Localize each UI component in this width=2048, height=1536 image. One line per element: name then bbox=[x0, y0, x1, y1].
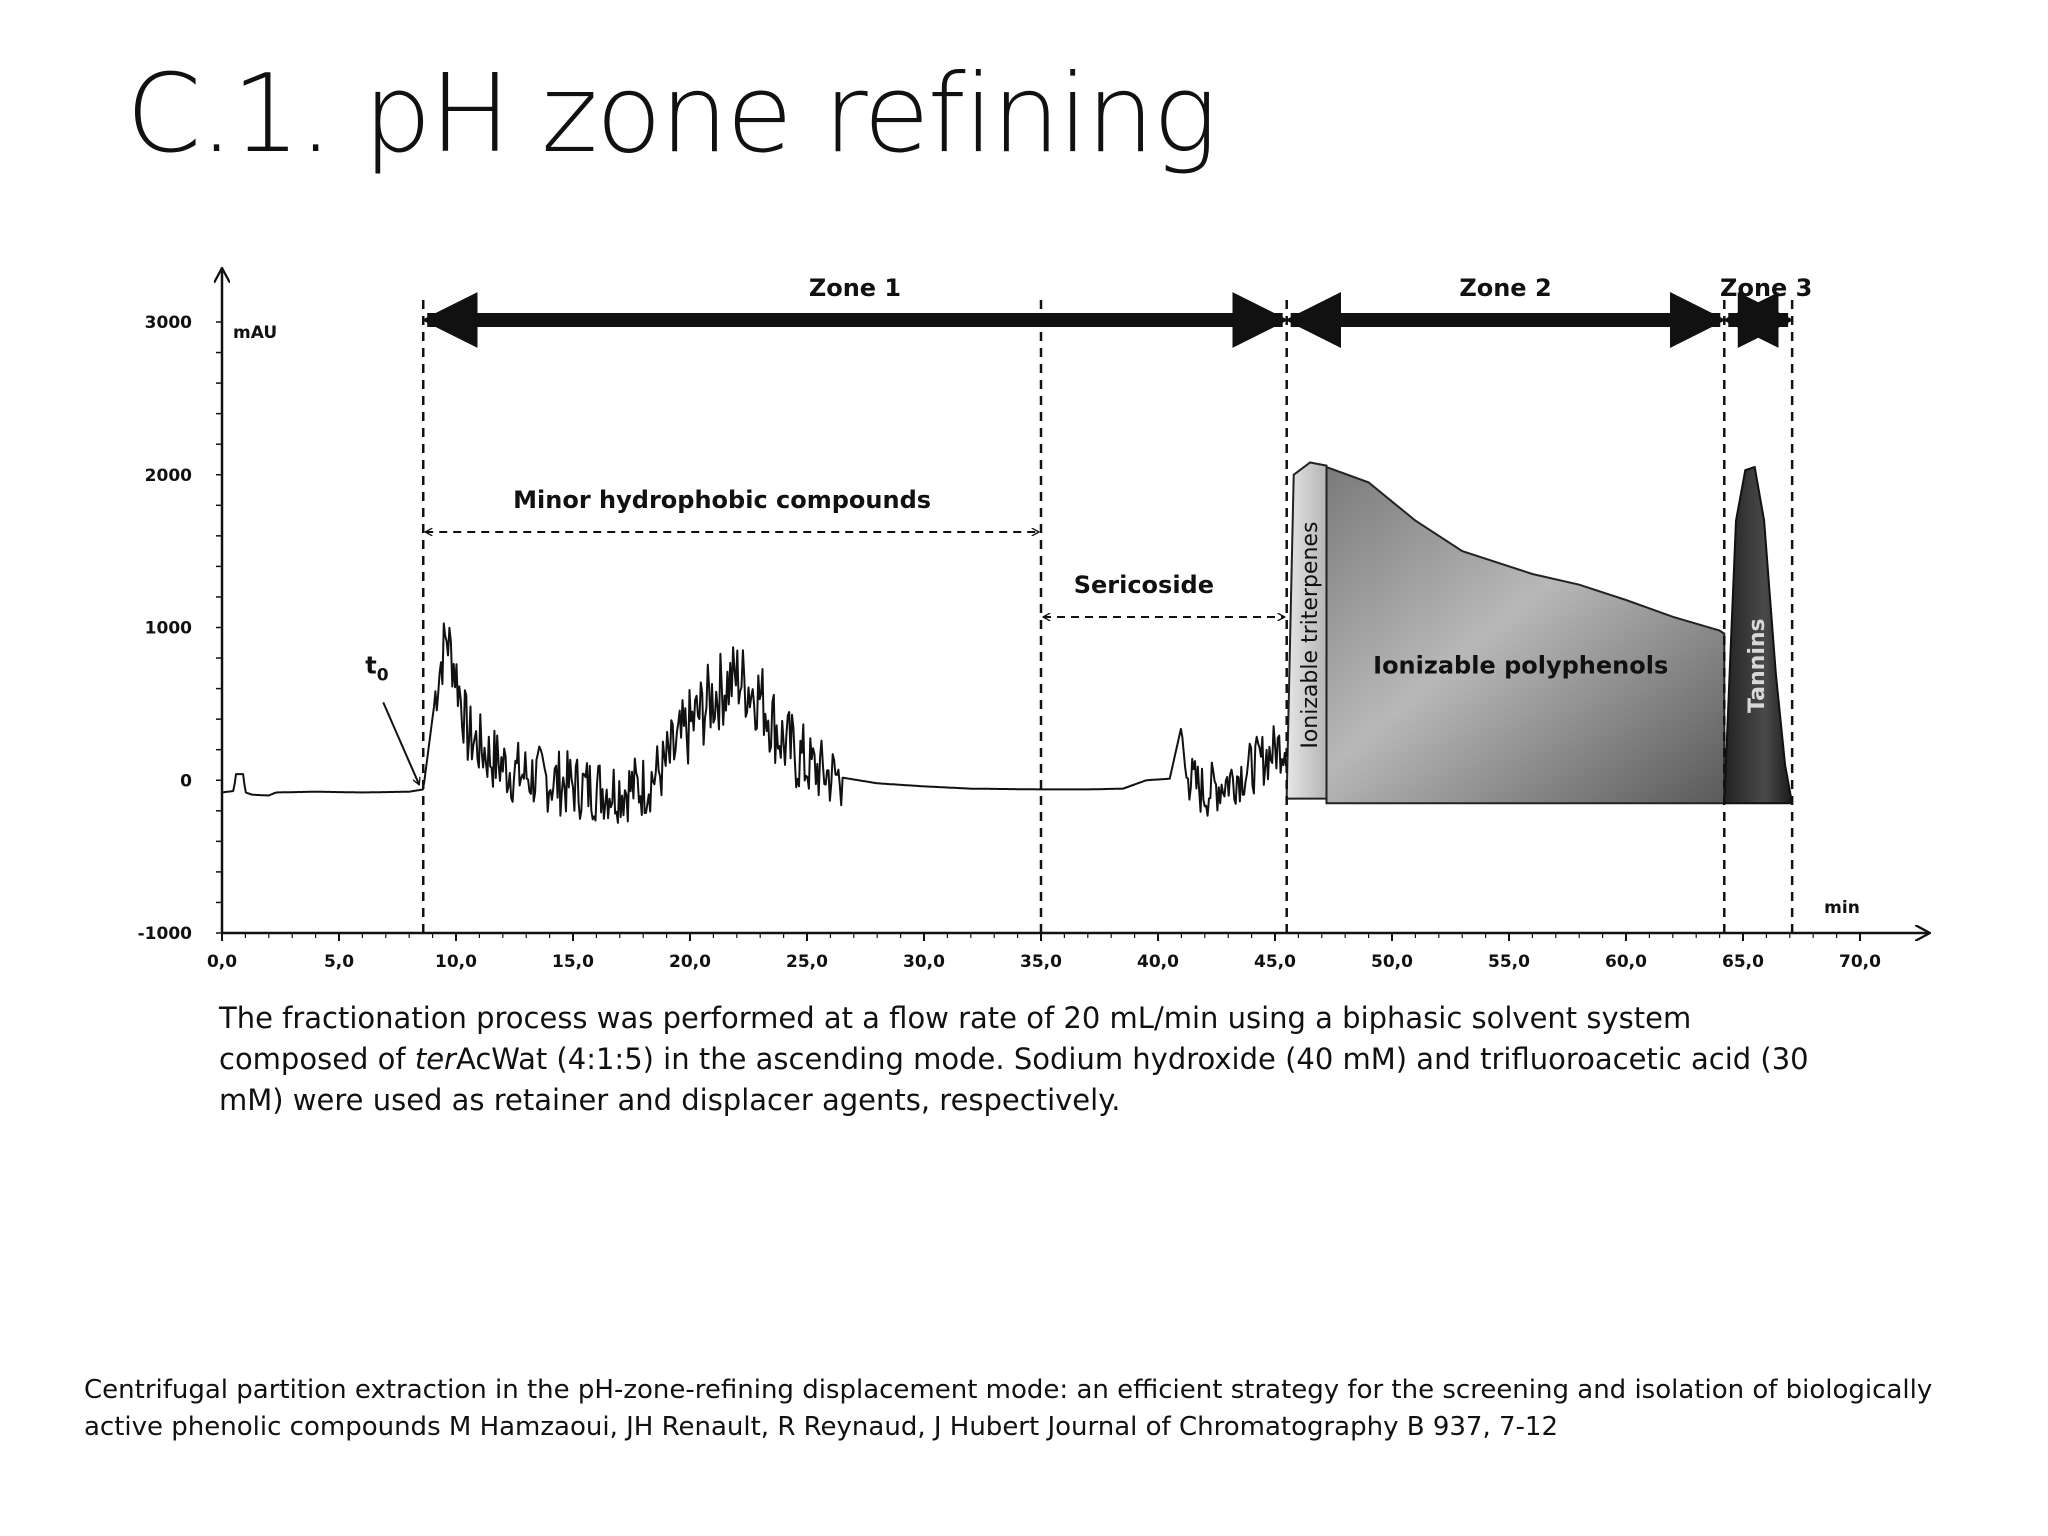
chromatogram-trace bbox=[221, 622, 1288, 824]
x-tick-label: 10,0 bbox=[435, 952, 477, 972]
caption-part-2: AcWat (4:1:5) in the ascending mode. Sod… bbox=[219, 1042, 1809, 1117]
region-label-tannins: Tannins bbox=[1745, 618, 1770, 713]
x-tick-label: 50,0 bbox=[1371, 952, 1413, 972]
x-axis-unit: min bbox=[1824, 898, 1860, 918]
x-tick-label: 30,0 bbox=[903, 952, 945, 972]
fraction-range-label: Sericoside bbox=[1074, 571, 1214, 599]
zone-label-1: Zone 1 bbox=[809, 274, 901, 302]
chromatogram-chart: 0,0 5,0 10,0 15,0 20,0 25,0 30,0 35,0 40,0 45,0 50… bbox=[138, 0, 2048, 972]
zone-label-2: Zone 2 bbox=[1459, 274, 1551, 302]
y-tick-label: 1000 bbox=[145, 619, 192, 639]
axes bbox=[216, 268, 1930, 941]
x-tick-label: 60,0 bbox=[1605, 952, 1647, 972]
tick-labels: 0,0 5,0 10,0 15,0 20,0 25,0 30,0 35,0 40,0 45,0 50… bbox=[138, 313, 1882, 972]
reference-citation: Centrifugal partition extraction in the … bbox=[84, 1375, 1933, 1442]
zone-label-3: Zone 3 bbox=[1720, 274, 1812, 302]
x-tick-label: 55,0 bbox=[1488, 952, 1530, 972]
x-tick-label: 15,0 bbox=[552, 952, 594, 972]
caption-part-italic: ter bbox=[414, 1042, 456, 1076]
x-tick-label: 20,0 bbox=[669, 952, 711, 972]
caption-part-1: The fractionation process was performed … bbox=[219, 1001, 1692, 1076]
y-tick-label: 0 bbox=[180, 771, 192, 791]
region-ionizable-polyphenols bbox=[1325, 465, 1726, 805]
annotations: Zone 1 Zone 2 Zone 3 Minor hydrophobic comp… bbox=[365, 274, 1812, 933]
y-tick-label: -1000 bbox=[138, 924, 193, 944]
trace-line bbox=[221, 622, 1288, 824]
x-tick-label: 35,0 bbox=[1020, 952, 1062, 972]
region-label-ionizable-polyphenols: Ionizable polyphenols bbox=[1373, 651, 1668, 679]
x-tick-label: 70,0 bbox=[1839, 952, 1881, 972]
x-tick-label: 5,0 bbox=[324, 952, 354, 972]
slide-title: C.1. pH zone refining bbox=[126, 52, 1217, 177]
t0-subscript: 0 bbox=[377, 665, 389, 685]
y-axis-unit: mAU bbox=[233, 323, 277, 343]
t0-pointer-arrow bbox=[382, 701, 419, 784]
figure-caption: The fractionation process was performed … bbox=[219, 998, 1839, 1121]
x-tick-label: 45,0 bbox=[1254, 952, 1296, 972]
region-label-ionizable-triterpenes: Ionizable triterpenes bbox=[1298, 522, 1323, 749]
y-tick-label: 2000 bbox=[145, 466, 192, 486]
y-tick-label: 3000 bbox=[145, 313, 192, 333]
x-tick-label: 0,0 bbox=[207, 952, 237, 972]
fraction-range-label: Minor hydrophobic compounds bbox=[513, 486, 931, 514]
shaded-regions bbox=[1285, 461, 1794, 805]
t0-label: t0 bbox=[365, 651, 388, 685]
x-tick-label: 25,0 bbox=[786, 952, 828, 972]
x-tick-label: 40,0 bbox=[1137, 952, 1179, 972]
region-tannins bbox=[1723, 465, 1794, 805]
x-tick-label: 65,0 bbox=[1722, 952, 1764, 972]
